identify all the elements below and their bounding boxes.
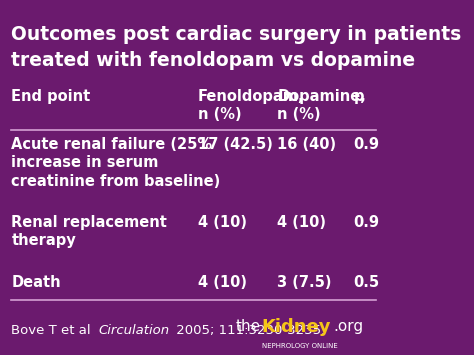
Text: 0.5: 0.5 — [354, 275, 380, 290]
Text: Bove T et al: Bove T et al — [11, 324, 95, 337]
Text: Death: Death — [11, 275, 61, 290]
Text: Renal replacement
therapy: Renal replacement therapy — [11, 215, 167, 248]
Text: 4 (10): 4 (10) — [277, 215, 327, 230]
Text: End point: End point — [11, 89, 91, 104]
Text: 0.9: 0.9 — [354, 137, 380, 152]
Text: 2005; 111:3230-3235.: 2005; 111:3230-3235. — [172, 324, 325, 337]
Text: Outcomes post cardiac surgery in patients: Outcomes post cardiac surgery in patient… — [11, 25, 462, 44]
Text: Fenoldopam,
n (%): Fenoldopam, n (%) — [198, 89, 304, 122]
Text: 16 (40): 16 (40) — [277, 137, 337, 152]
Text: Kidney: Kidney — [262, 318, 331, 335]
Text: treated with fenoldopam vs dopamine: treated with fenoldopam vs dopamine — [11, 51, 416, 71]
Text: the: the — [236, 319, 261, 334]
Text: 3 (7.5): 3 (7.5) — [277, 275, 332, 290]
Text: 0.9: 0.9 — [354, 215, 380, 230]
Text: 17 (42.5): 17 (42.5) — [198, 137, 273, 152]
Text: NEPHROLOGY ONLINE: NEPHROLOGY ONLINE — [262, 343, 337, 349]
Text: 4 (10): 4 (10) — [198, 275, 246, 290]
Text: p: p — [354, 89, 364, 104]
Text: Dopamine,
n (%): Dopamine, n (%) — [277, 89, 366, 122]
Text: Acute renal failure (25%
increase in serum
creatinine from baseline): Acute renal failure (25% increase in ser… — [11, 137, 221, 189]
Text: 4 (10): 4 (10) — [198, 215, 246, 230]
Text: Circulation: Circulation — [98, 324, 169, 337]
Text: .org: .org — [334, 319, 364, 334]
